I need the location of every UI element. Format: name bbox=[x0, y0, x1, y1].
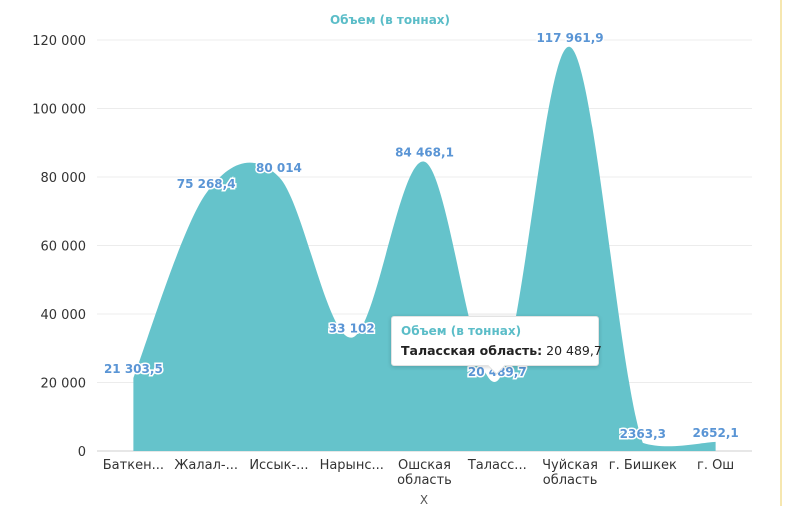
x-tick-label: Чуйская bbox=[542, 458, 598, 473]
tooltip-row: Таласская область: 20 489,7 bbox=[401, 342, 602, 360]
x-tick-label: Таласс... bbox=[467, 458, 527, 473]
data-label: 21 303,5 bbox=[104, 362, 163, 376]
x-tick-label: Баткен... bbox=[103, 458, 164, 473]
data-label: 84 468,1 bbox=[395, 146, 454, 160]
x-tick-label: Иссык-... bbox=[249, 458, 308, 473]
y-tick-label: 20 000 bbox=[41, 377, 87, 392]
data-label: 33 102 bbox=[329, 322, 375, 336]
y-tick-label: 40 000 bbox=[41, 308, 87, 323]
y-tick-label: 60 000 bbox=[41, 240, 87, 255]
data-label: 75 268,4 bbox=[177, 177, 236, 191]
data-label: 2363,3 bbox=[620, 427, 666, 441]
data-label: 2652,1 bbox=[692, 426, 738, 440]
y-tick-label: 80 000 bbox=[41, 171, 87, 186]
x-tick-label: г. Ош bbox=[697, 458, 734, 473]
tooltip: Объем (в тоннах) Таласская область: 20 4… bbox=[391, 316, 602, 366]
y-tick-label: 100 000 bbox=[32, 103, 86, 118]
x-tick-label: Нарынс... bbox=[320, 458, 384, 473]
x-axis-title: X bbox=[420, 493, 428, 506]
tooltip-category: Таласская область: bbox=[401, 343, 543, 358]
data-label: 117 961,9 bbox=[536, 31, 603, 45]
x-tick-label: область bbox=[397, 473, 452, 488]
x-tick-label: Жалал-... bbox=[174, 458, 238, 473]
area-series bbox=[133, 46, 716, 451]
x-tick-label: Ошская bbox=[398, 458, 451, 473]
y-tick-label: 0 bbox=[78, 445, 86, 460]
tooltip-title: Объем (в тоннах) bbox=[401, 324, 522, 338]
tooltip-value: 20 489,7 bbox=[546, 343, 602, 358]
right-edge-line bbox=[780, 0, 782, 506]
data-label: 80 014 bbox=[256, 161, 302, 175]
x-tick-label: область bbox=[543, 473, 598, 488]
y-tick-label: 120 000 bbox=[32, 34, 86, 49]
chart-title: Объем (в тоннах) bbox=[330, 13, 450, 27]
x-tick-label: г. Бишкек bbox=[609, 458, 677, 473]
